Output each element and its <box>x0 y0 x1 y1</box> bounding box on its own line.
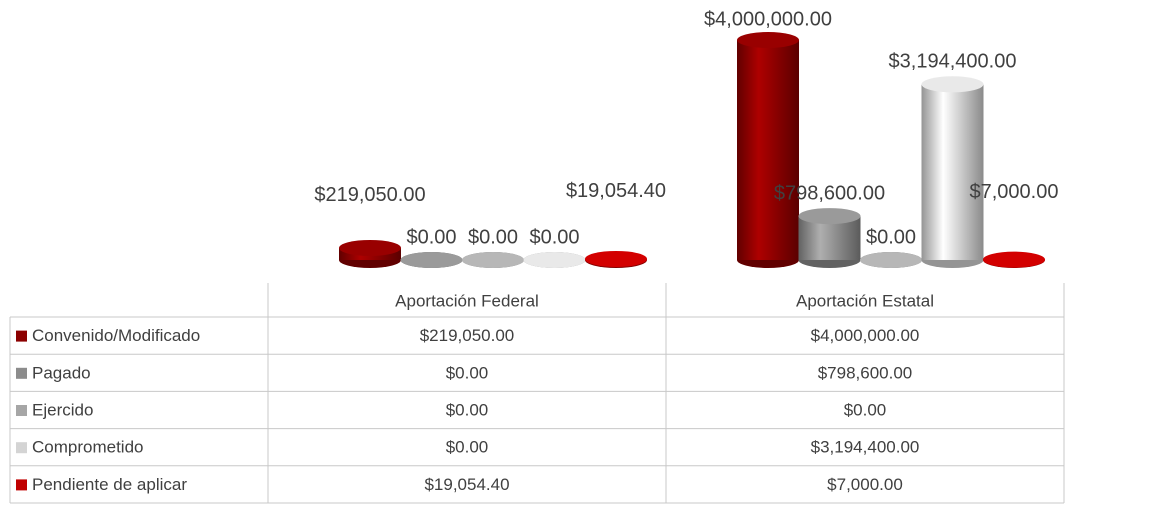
cylinder-top <box>798 208 861 225</box>
data-label: $0.00 <box>529 226 579 248</box>
table-cell: $7,000.00 <box>827 475 903 494</box>
cylinder-top <box>400 252 463 268</box>
data-label: $0.00 <box>866 226 916 248</box>
cylinder-top <box>737 32 799 48</box>
data-label: $798,600.00 <box>774 182 885 204</box>
cylinder <box>462 252 524 268</box>
legend-label: Pendiente de aplicar <box>32 475 187 494</box>
table-cell: $19,054.40 <box>424 475 509 494</box>
column-header: Aportación Federal <box>395 291 539 310</box>
legend-swatch <box>16 479 27 491</box>
data-label: $4,000,000.00 <box>704 8 832 30</box>
cylinder-top <box>339 239 401 256</box>
cylinder <box>523 252 586 268</box>
cylinder <box>983 251 1045 268</box>
legend-swatch <box>16 330 27 342</box>
legend-label: Comprometido <box>32 438 144 457</box>
table-cell: $3,194,400.00 <box>811 438 920 457</box>
table-cell: $798,600.00 <box>818 363 913 382</box>
table-cell: $219,050.00 <box>420 326 515 345</box>
data-label: $0.00 <box>468 226 518 248</box>
cylinder-top <box>860 252 922 268</box>
table-cell: $0.00 <box>446 363 489 382</box>
table-cell: $0.00 <box>844 400 887 419</box>
data-label: $0.00 <box>406 226 456 248</box>
cylinder-top <box>585 250 647 267</box>
cylinder-top <box>983 251 1045 268</box>
data-label: $3,194,400.00 <box>889 51 1017 73</box>
cylinder-top <box>921 76 984 93</box>
data-label: $19,054.40 <box>566 180 666 202</box>
table-cell: $4,000,000.00 <box>811 326 920 345</box>
cylinder <box>339 239 401 268</box>
legend-label: Pagado <box>32 363 91 382</box>
table-cell: $0.00 <box>446 400 489 419</box>
cylinder <box>921 76 984 268</box>
legend-swatch <box>16 442 27 454</box>
cylinder <box>400 252 463 268</box>
cylinder <box>860 252 922 268</box>
table-cell: $0.00 <box>446 438 489 457</box>
legend-swatch <box>16 405 27 416</box>
legend-label: Ejercido <box>32 400 93 419</box>
data-label: $7,000.00 <box>970 181 1059 203</box>
cylinder-body <box>737 40 799 260</box>
data-label: $219,050.00 <box>314 184 425 206</box>
cylinder <box>737 32 799 268</box>
cylinder-top <box>523 252 586 268</box>
cylinder-top <box>462 252 524 268</box>
cylinder-body <box>921 84 984 260</box>
legend-swatch <box>16 367 27 379</box>
legend-label: Convenido/Modificado <box>32 326 200 345</box>
cylinder <box>798 208 861 268</box>
column-header: Aportación Estatal <box>796 291 934 310</box>
cylinder <box>585 250 647 268</box>
